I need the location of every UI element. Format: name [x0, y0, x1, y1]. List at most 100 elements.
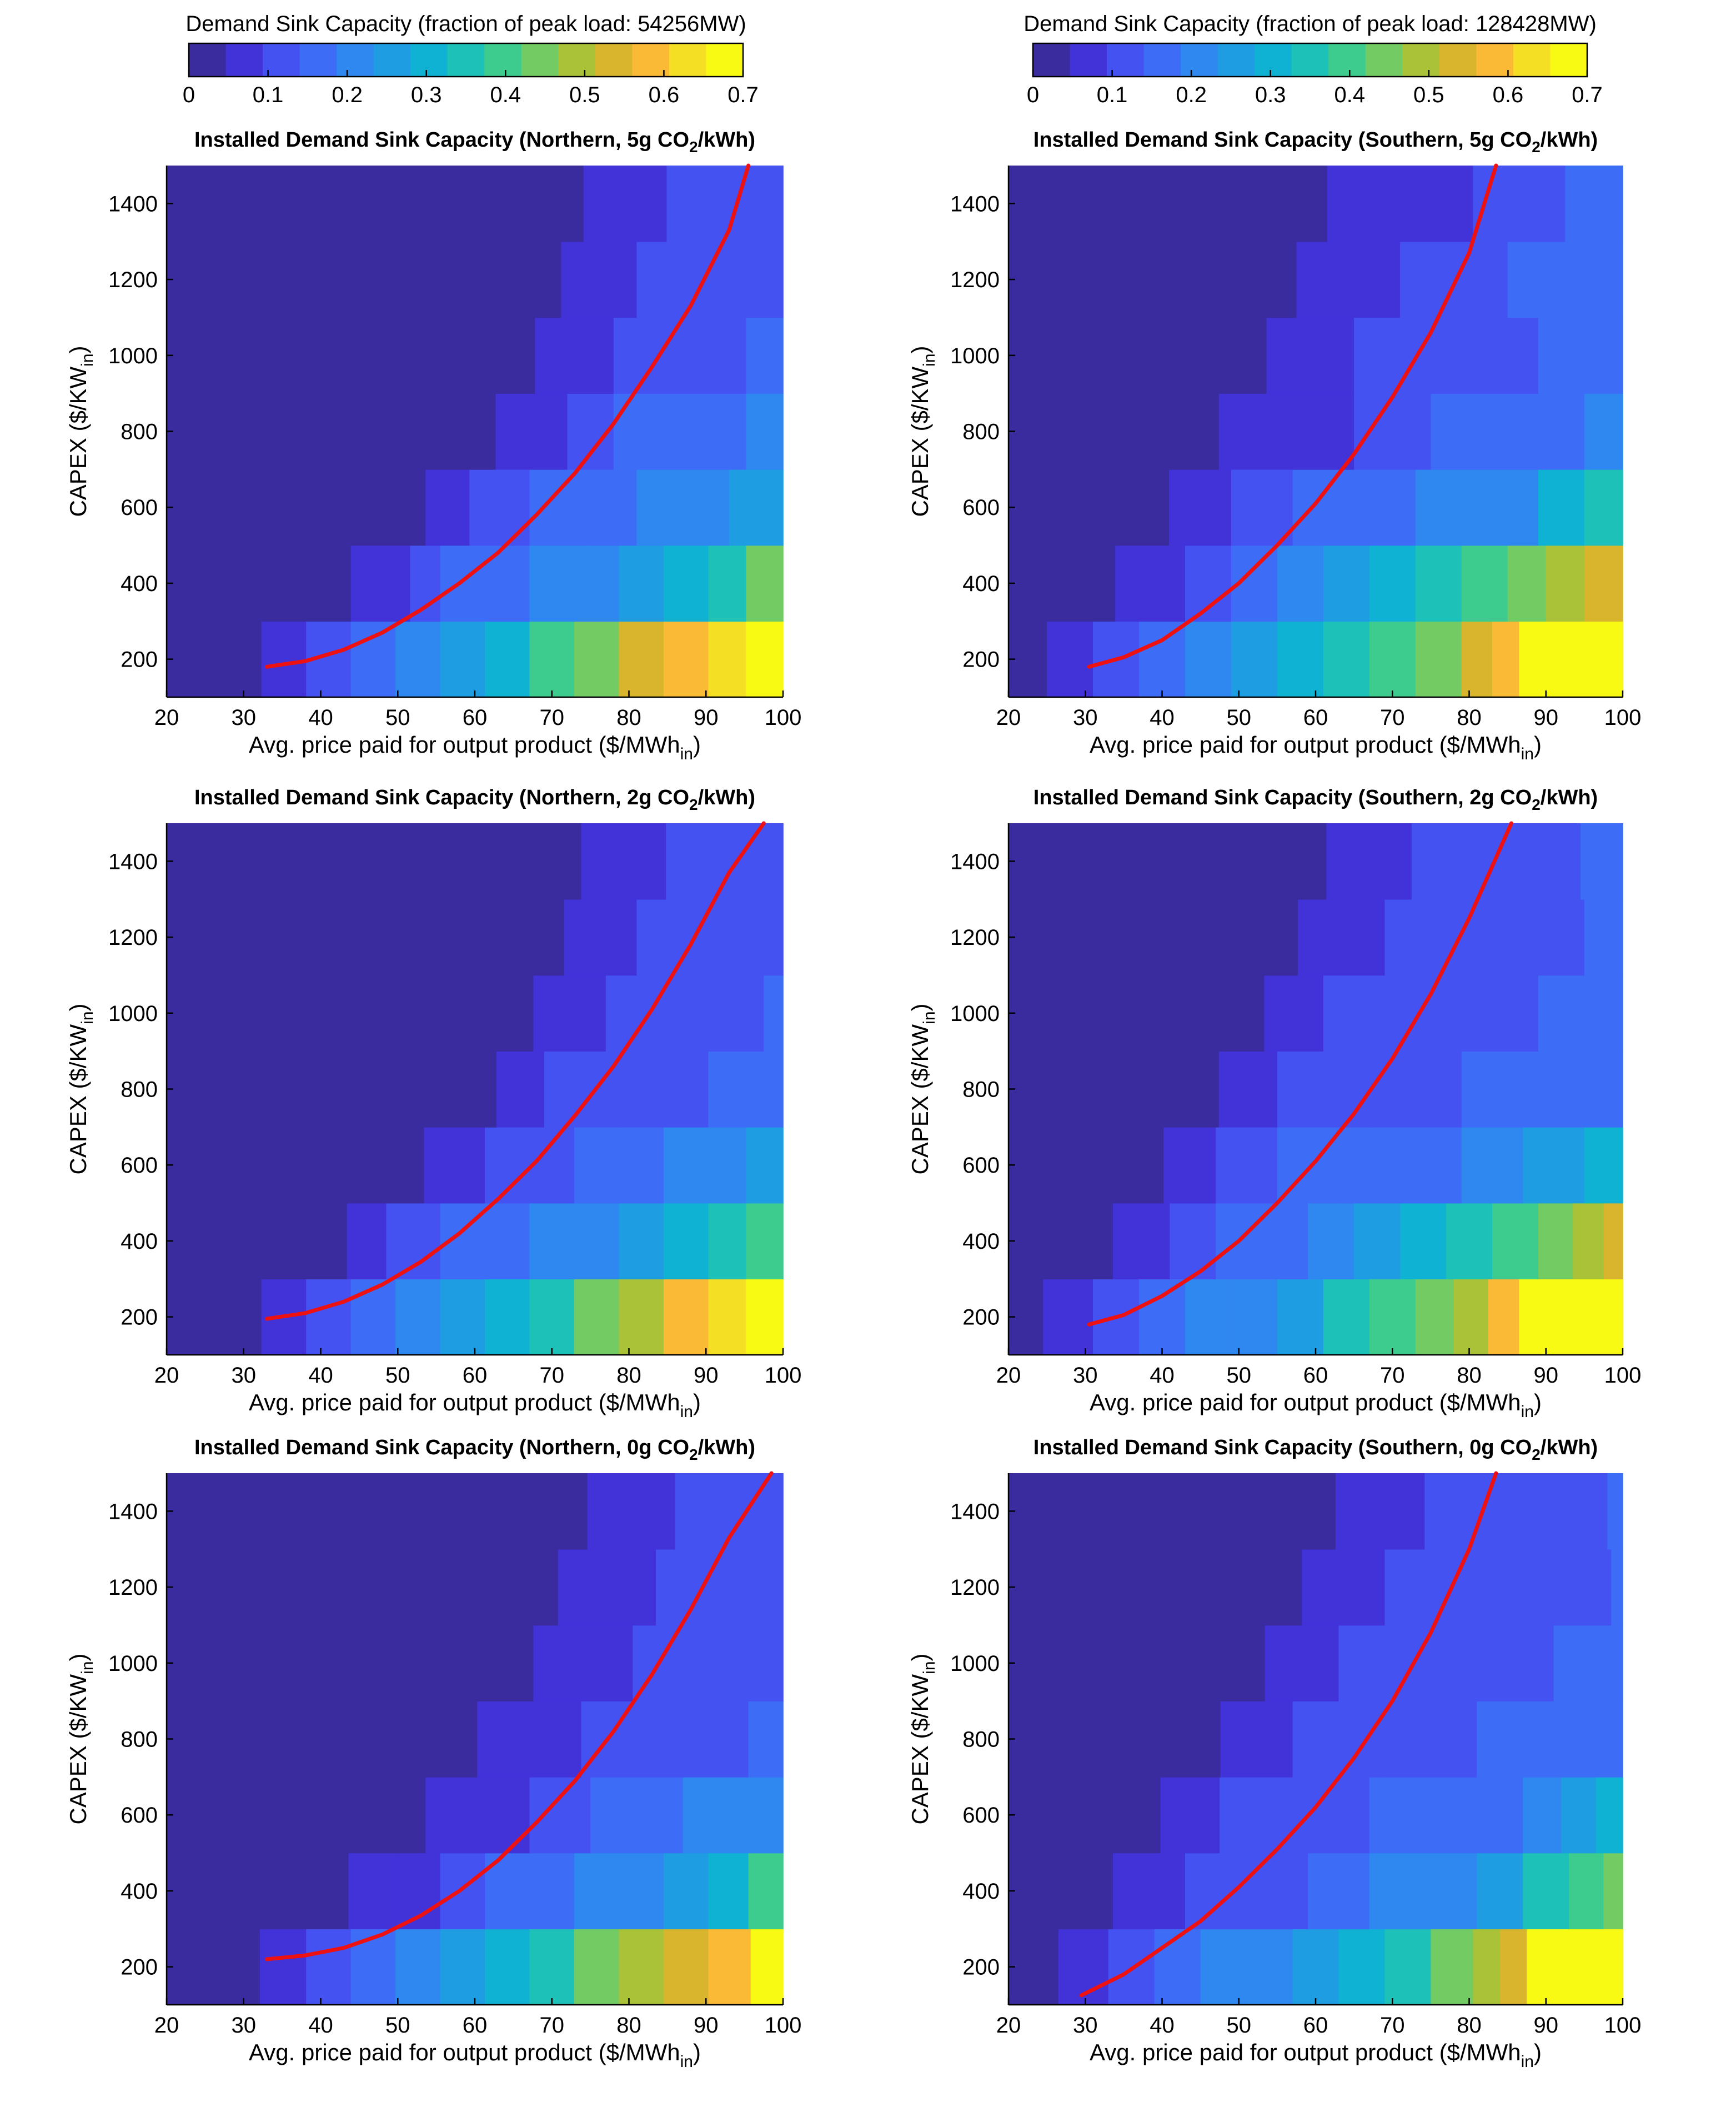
y-axis-label-end: ) — [907, 1653, 933, 1661]
heatmap-cell — [1424, 1473, 1516, 1550]
breakeven-curve — [264, 821, 766, 1321]
colorbar-tick-label: 0 — [183, 83, 195, 107]
heatmap-cell — [1415, 469, 1478, 546]
heatmap-cell — [619, 1051, 709, 1128]
heatmap-cell — [729, 469, 784, 546]
x-tick-label: 90 — [1534, 2013, 1559, 2038]
heatmap-cell — [1384, 1549, 1508, 1626]
x-axis-label: Avg. price paid for output product ($/MW… — [1090, 732, 1542, 763]
heatmap-cell — [350, 621, 396, 698]
heatmap-cell — [1231, 621, 1278, 698]
heatmap-cell — [1354, 469, 1416, 546]
heatmap-cell — [1553, 1625, 1623, 1701]
x-axis-label-end: ) — [1534, 732, 1542, 758]
y-axis-label-subscript: in — [78, 353, 97, 366]
heatmap-cell — [1461, 1051, 1554, 1128]
heatmap-cell — [636, 469, 684, 546]
heatmap-cell — [636, 1776, 684, 1854]
heatmap-cell — [1113, 1853, 1186, 1930]
x-tick-label: 90 — [1534, 1363, 1559, 1388]
heatmap-cell — [425, 1776, 479, 1854]
heatmap-cell — [690, 975, 765, 1052]
heatmap-cell — [1262, 1203, 1308, 1280]
y-tick-label: 400 — [121, 1879, 158, 1904]
x-axis-label-subscript: in — [1521, 1403, 1534, 1421]
x-tick-label: 50 — [385, 1363, 410, 1388]
heatmap-cell — [529, 1203, 575, 1280]
x-tick-label: 60 — [463, 1363, 488, 1388]
heatmap-cell — [729, 1625, 784, 1701]
heatmap-cell — [1507, 393, 1585, 470]
colorbar-swatch — [337, 43, 374, 77]
heatmap-cell — [1323, 975, 1432, 1052]
x-tick-label: 60 — [463, 2013, 488, 2038]
heatmap-cell — [1163, 1127, 1217, 1204]
heatmap-cell — [485, 1279, 530, 1355]
heatmap-cell — [574, 1203, 620, 1280]
heatmap-cell — [1139, 1279, 1186, 1355]
heatmap-cell — [1185, 1279, 1232, 1355]
heatmap-cell — [259, 1929, 307, 2005]
heatmap-cell — [1584, 545, 1623, 622]
x-tick-label: 50 — [385, 705, 410, 730]
heatmap-cell — [440, 1929, 485, 2005]
x-axis-label-end: ) — [693, 1389, 701, 1415]
x-tick-label: 50 — [1227, 705, 1252, 730]
panel-title-subscript: 2 — [689, 138, 698, 156]
heatmap-cell — [748, 1701, 784, 1778]
heatmap-cell — [1461, 1127, 1524, 1204]
heatmap-cell — [425, 469, 470, 546]
heatmap-cell — [1538, 1203, 1573, 1280]
heatmap-cell — [1507, 545, 1547, 622]
heatmap-cell — [708, 621, 747, 698]
heatmap-cell — [1265, 1625, 1339, 1701]
colorbar-tick-label: 0.4 — [490, 83, 521, 107]
heatmap-cell — [1277, 1279, 1324, 1355]
colorbar-swatch — [706, 43, 744, 77]
heatmap-cell — [1369, 1853, 1432, 1930]
heatmap-cell — [746, 545, 784, 622]
heatmap-cell — [1160, 1776, 1220, 1854]
heatmap-cell — [485, 1929, 530, 2005]
heatmap-cell — [756, 1549, 784, 1626]
x-axis-label-end: ) — [1534, 2039, 1542, 2065]
heatmap-cell — [1009, 1203, 1113, 1280]
heatmap-cell — [1369, 621, 1416, 698]
heatmap-cell — [1009, 1776, 1161, 1854]
x-axis-label-main: Avg. price paid for output product ($/MW… — [249, 2039, 680, 2065]
heatmap-cell — [1431, 393, 1508, 470]
heatmap-cell — [1009, 469, 1170, 546]
y-tick-label: 800 — [962, 1728, 1000, 1752]
heatmap-cell — [1302, 1549, 1386, 1626]
heatmap-cell — [1369, 1776, 1462, 1854]
heatmap-cell — [167, 621, 262, 698]
colorbar-swatch — [225, 43, 263, 77]
heatmap-cell — [750, 1929, 784, 2005]
y-tick-label: 200 — [962, 1305, 1000, 1330]
heatmap-cell — [1607, 1473, 1623, 1550]
heatmap-cell — [746, 1127, 784, 1204]
x-tick-label: 40 — [308, 1363, 333, 1388]
heatmap-cell — [167, 1203, 348, 1280]
heatmap-cell — [1231, 469, 1293, 546]
panel-title: Installed Demand Sink Capacity (Southern… — [1033, 1436, 1598, 1463]
heatmap-cell — [1218, 1051, 1278, 1128]
x-tick-label: 80 — [616, 2013, 641, 2038]
panel-title-end: /kWh) — [1541, 1436, 1598, 1459]
heatmap-cell — [1009, 1473, 1336, 1550]
heatmap-cell — [1519, 621, 1623, 698]
heatmap-cell — [1492, 899, 1585, 976]
heatmap-cell — [529, 1127, 575, 1204]
heatmap-cell — [1327, 166, 1401, 242]
heatmap-cell — [746, 317, 784, 394]
heatmap-cell — [167, 166, 584, 242]
heatmap-cell — [1043, 1279, 1093, 1355]
x-tick-label: 90 — [694, 2013, 719, 2038]
heatmap-cell — [1527, 1929, 1623, 2005]
heatmap-cell — [619, 1203, 664, 1280]
colorbar-swatch — [410, 43, 448, 77]
y-tick-label: 200 — [121, 1955, 158, 1980]
x-tick-label: 40 — [1150, 1363, 1175, 1388]
heatmap-cell — [495, 393, 568, 470]
